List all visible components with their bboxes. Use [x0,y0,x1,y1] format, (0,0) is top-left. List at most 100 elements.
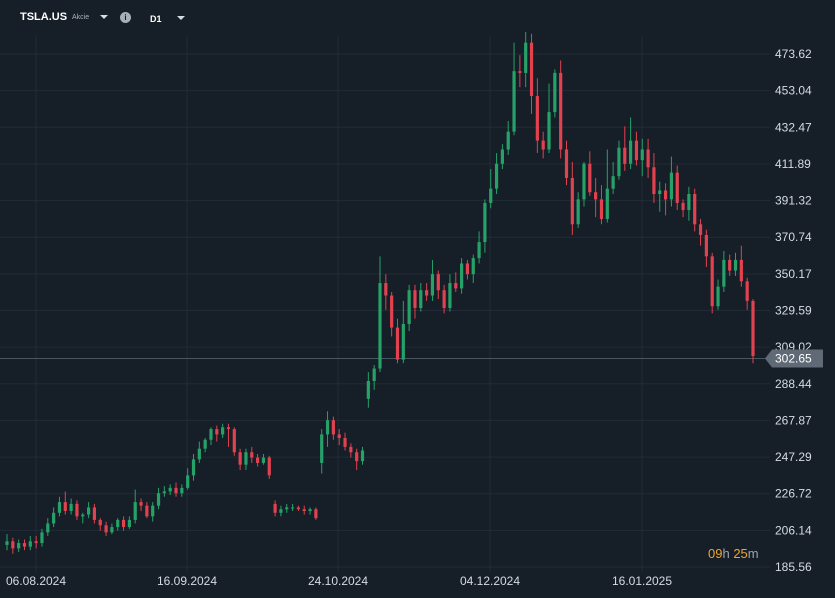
candle [448,274,452,312]
candle-body [506,131,510,150]
candle-body [69,503,73,512]
candle [617,140,621,180]
candle [570,161,574,235]
candle-body [728,259,732,271]
candle [716,279,720,310]
candle [139,498,143,512]
candle-body [413,290,417,308]
candle-body [489,188,493,203]
candle [693,188,697,232]
candle [238,448,242,471]
candle [320,429,324,474]
candle [751,299,755,364]
candle [75,500,79,520]
candle [459,258,464,294]
candle-body [751,300,755,357]
candle-body [442,290,446,308]
candle [442,284,446,314]
candle [623,126,627,171]
candle [524,31,528,88]
candle [232,427,236,456]
y-tick-label: 226.72 [775,487,812,501]
candle-body [384,283,388,296]
info-icon[interactable]: i [120,12,131,23]
candle [92,503,97,524]
candle [489,169,493,209]
candle [535,78,539,154]
candle [745,277,749,310]
candle-body [17,543,21,549]
candle [98,518,102,531]
candle [63,491,67,515]
x-tick-label: 24.10.2024 [308,574,368,588]
y-tick-label: 206.14 [775,523,812,537]
candle-body [75,503,79,517]
countdown-hours: 09 [708,546,723,561]
candle-body [378,283,382,369]
countdown-hours-unit: h [722,546,730,561]
candle-body [582,163,586,200]
candle-body [524,42,528,73]
candle-body [355,452,359,462]
candle-body [52,512,56,524]
candle [127,516,131,529]
candle [529,33,534,114]
candle-body [63,502,67,512]
candle [582,161,586,207]
candle [174,482,178,497]
candle-body [156,493,161,506]
candle-body [28,541,32,547]
candle-body [308,509,312,512]
candle [191,454,196,481]
candle-body [698,224,703,235]
candle-body [588,163,592,193]
candle-body [116,519,120,528]
candle [360,446,365,465]
candle-body [337,434,341,438]
candle-body [81,514,85,517]
candle-body [46,523,50,533]
candle [22,539,27,551]
candle [104,521,108,536]
candle [599,185,604,225]
timeframe-dropdown-chevron-icon[interactable] [177,16,185,20]
candle [483,199,487,253]
symbol-label[interactable]: TSLA.US [20,11,68,23]
timeframe-label[interactable]: D1 [150,14,162,24]
x-tick-label: 16.01.2025 [612,574,672,588]
candle-body [92,507,97,520]
candle [559,60,563,159]
candle [273,500,277,517]
y-tick-label: 432.47 [775,120,812,134]
candle-body [483,202,487,243]
bar-countdown: 09h 25m [708,546,759,561]
candle-body [314,509,318,519]
candle [564,140,569,186]
candle [279,505,283,517]
chart-grid [0,36,770,572]
candle [308,507,312,515]
candle-body [739,259,743,282]
candle-body [465,263,470,275]
candle-body [634,140,639,161]
candle-body [86,507,91,515]
candle-body [180,487,184,494]
candle [576,192,580,228]
candle [156,487,161,510]
candle-body [687,194,691,211]
candle [116,518,120,531]
candle-body [5,541,9,545]
candle-body [512,71,516,132]
candle-body [360,450,365,462]
candle-body [529,42,534,97]
candle-body [541,140,545,150]
candle-body [57,502,62,513]
symbol-dropdown-chevron-icon[interactable] [100,15,108,19]
candle-body [500,149,504,164]
candle-body [617,147,621,177]
candle [168,484,172,495]
candle [261,454,266,465]
candle [302,505,306,515]
candle [17,539,21,552]
